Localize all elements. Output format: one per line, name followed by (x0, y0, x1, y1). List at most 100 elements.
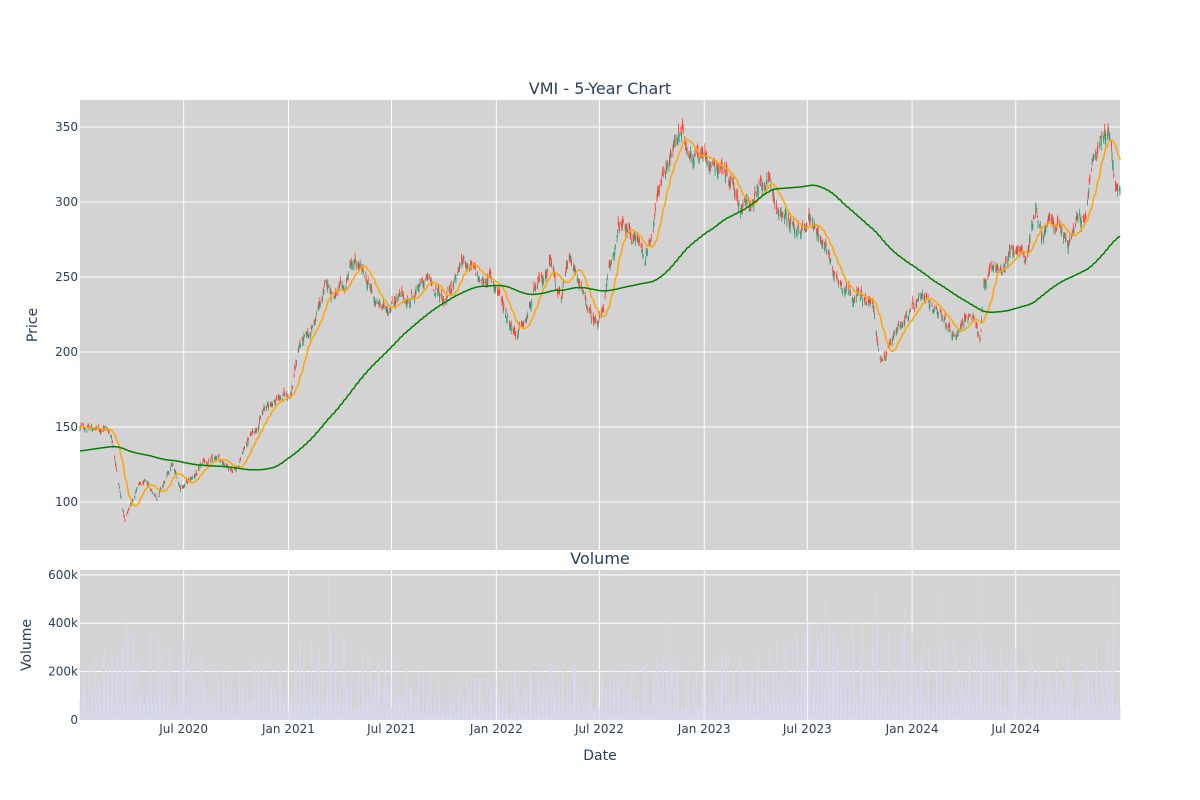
volume-bar (598, 708, 600, 720)
volume-bar (251, 706, 252, 720)
candle-body (346, 278, 348, 283)
candle-body (1055, 224, 1057, 229)
volume-bar (518, 700, 520, 720)
volume-bar (1023, 706, 1025, 720)
volume-bar (851, 706, 853, 720)
volume-bar (873, 676, 875, 720)
volume-bar (334, 707, 336, 720)
volume-bar (179, 657, 181, 720)
candle-body (248, 437, 250, 439)
volume-bar (458, 691, 460, 720)
candle-body (349, 263, 351, 268)
candle-body (119, 491, 121, 492)
volume-bar (337, 703, 339, 720)
volume-bar (847, 645, 849, 720)
candle-body (210, 459, 212, 462)
candle-body (638, 238, 640, 243)
volume-bar (1027, 668, 1029, 720)
volume-bar (957, 674, 959, 720)
candle-body (656, 194, 658, 201)
candle-body (657, 190, 659, 194)
candle-body (103, 426, 105, 429)
volume-bar (489, 678, 490, 720)
candle-body (306, 332, 308, 334)
candle-body (566, 265, 567, 269)
volume-bar (253, 700, 255, 720)
volume-bar (429, 697, 431, 720)
volume-bar (989, 708, 990, 720)
volume-bar (544, 675, 546, 720)
volume-bar (801, 701, 803, 720)
volume-bar (929, 700, 931, 720)
candle-body (339, 284, 341, 286)
volume-bar (657, 657, 659, 720)
volume-bar (888, 705, 890, 720)
candle-body (394, 302, 396, 305)
candle-body (909, 311, 911, 312)
candle-body (486, 282, 488, 287)
volume-bar (931, 705, 933, 720)
volume-bar (245, 705, 247, 720)
candle-body (976, 327, 978, 328)
candle-body (1017, 250, 1018, 254)
candle-body (947, 328, 949, 332)
volume-bar (652, 683, 654, 720)
volume-bar (729, 702, 731, 720)
volume-bar (176, 704, 178, 720)
candle-body (984, 283, 985, 287)
volume-bar (928, 646, 930, 720)
volume-bar (878, 685, 879, 720)
candle-body (1037, 216, 1038, 218)
candle-body (196, 473, 198, 475)
candle-body (742, 205, 743, 210)
candle-body (905, 314, 907, 317)
candle-body (351, 261, 353, 264)
candle-body (395, 300, 397, 305)
volume-bar (634, 705, 636, 720)
volume-bar (773, 674, 775, 720)
volume-bar (969, 659, 971, 720)
candle-body (477, 277, 479, 282)
candle-body (609, 263, 611, 268)
volume-bar (310, 697, 312, 720)
candle-body (1045, 226, 1047, 231)
volume-bar (766, 698, 768, 720)
volume-bar (398, 699, 400, 720)
volume-bar (321, 666, 323, 720)
candle-body (957, 330, 959, 333)
volume-bar (1005, 706, 1007, 720)
volume-bar (397, 698, 399, 720)
candle-body (303, 335, 305, 338)
candle-body (99, 429, 100, 431)
candle-body (776, 204, 778, 211)
volume-bar (538, 700, 539, 720)
candle-body (948, 324, 950, 327)
volume-bar (450, 707, 452, 720)
volume-bar (585, 701, 587, 720)
candle-body (576, 276, 578, 281)
volume-bar (1105, 657, 1107, 720)
volume-bar (1059, 709, 1061, 720)
volume-y-tick-label: 400k (48, 616, 78, 630)
volume-bar (393, 658, 395, 720)
candle-body (628, 225, 630, 228)
candle-body (658, 186, 660, 193)
candle-body (180, 485, 182, 488)
volume-bar (664, 705, 666, 720)
volume-bar (629, 711, 631, 720)
volume-bar (788, 642, 789, 720)
candle-body (716, 163, 718, 168)
candle-body (82, 424, 84, 427)
volume-bar (981, 696, 982, 720)
candle-body (678, 132, 680, 139)
candle-body (1079, 217, 1081, 219)
volume-bar (246, 707, 248, 720)
volume-bar (274, 700, 276, 720)
volume-bar (865, 685, 867, 720)
volume-bar (738, 704, 739, 720)
volume-bar (1055, 671, 1057, 720)
volume-bar (411, 686, 413, 720)
candle-body (293, 375, 295, 377)
volume-bar (844, 705, 846, 720)
volume-bar (266, 697, 268, 720)
